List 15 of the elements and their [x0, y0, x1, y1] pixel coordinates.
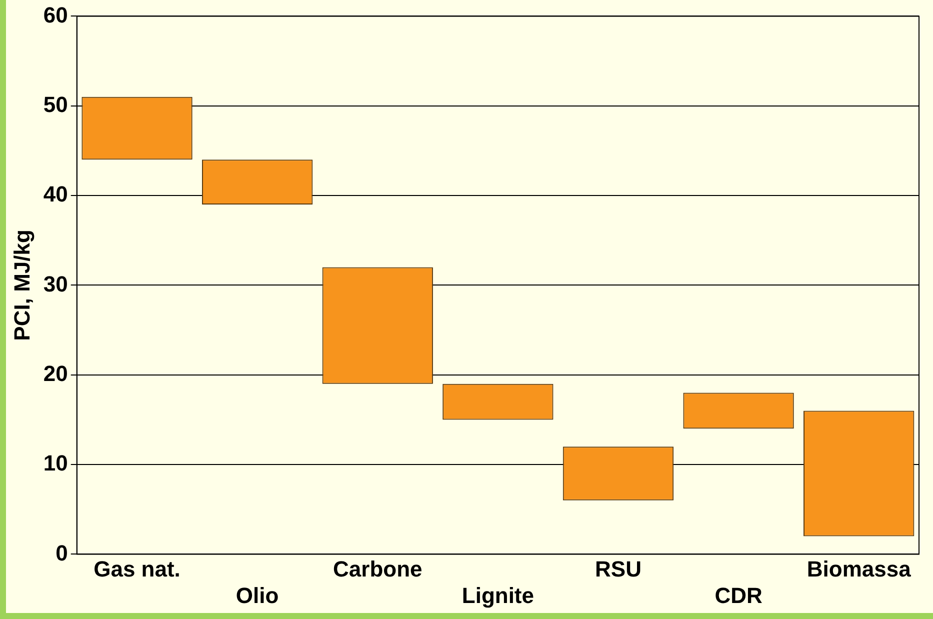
- y-tick-label: 40: [43, 182, 68, 207]
- y-tick-label: 0: [56, 540, 68, 566]
- x-tick-label: CDR: [714, 582, 762, 608]
- y-tick-label: 10: [43, 450, 68, 476]
- x-tick-label: Olio: [236, 582, 279, 608]
- y-tick-label: 30: [43, 271, 68, 296]
- x-tick-label: Gas nat.: [94, 556, 180, 582]
- y-tick-label: 60: [43, 2, 68, 28]
- y-axis-title: PCI, MJ/kg: [9, 230, 34, 341]
- x-tick-label: Carbone: [333, 556, 422, 582]
- y-tick-label: 50: [43, 92, 68, 117]
- x-tick-label: RSU: [595, 556, 642, 582]
- x-tick-label: Lignite: [462, 582, 534, 608]
- x-tick-label: Biomassa: [806, 556, 912, 582]
- y-tick-label: 20: [43, 360, 68, 386]
